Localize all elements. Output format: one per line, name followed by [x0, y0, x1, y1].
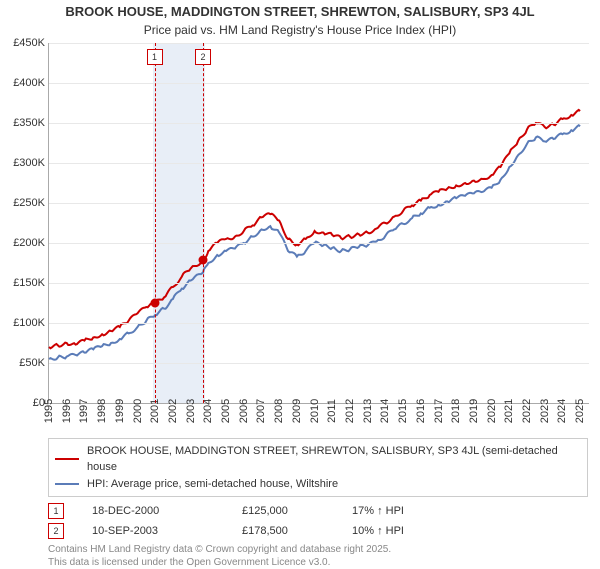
- event-price: £125,000: [242, 505, 352, 517]
- x-axis-label: 1998: [96, 391, 108, 431]
- gridline: [49, 283, 589, 284]
- x-axis-label: 1997: [78, 391, 90, 431]
- x-axis-label: 2022: [521, 391, 533, 431]
- legend-item: HPI: Average price, semi-detached house,…: [55, 476, 581, 493]
- event-marker-label: 1: [147, 49, 163, 65]
- y-axis-label: £250K: [1, 197, 45, 209]
- legend-swatch: [55, 458, 79, 460]
- footer-attribution: Contains HM Land Registry data © Crown c…: [48, 543, 600, 569]
- x-axis-label: 2013: [362, 391, 374, 431]
- gridline: [49, 43, 589, 44]
- y-axis-label: £150K: [1, 277, 45, 289]
- x-axis-label: 2020: [486, 391, 498, 431]
- x-axis-label: 2019: [468, 391, 480, 431]
- y-axis-label: £350K: [1, 117, 45, 129]
- event-hpi: 10% ↑ HPI: [352, 525, 404, 537]
- y-axis-label: £400K: [1, 77, 45, 89]
- x-axis-label: 2024: [556, 391, 568, 431]
- x-axis-label: 2017: [433, 391, 445, 431]
- x-axis-label: 2006: [238, 391, 250, 431]
- x-axis-label: 2025: [574, 391, 586, 431]
- legend-swatch: [55, 483, 79, 485]
- gridline: [49, 323, 589, 324]
- legend-text: BROOK HOUSE, MADDINGTON STREET, SHREWTON…: [87, 443, 581, 476]
- y-axis-label: £100K: [1, 317, 45, 329]
- event-marker-dot: [199, 256, 208, 265]
- chart-subtitle: Price paid vs. HM Land Registry's House …: [0, 23, 600, 37]
- y-axis-label: £200K: [1, 237, 45, 249]
- x-axis-label: 2005: [220, 391, 232, 431]
- event-marker-line: [155, 43, 156, 403]
- chart-lines: [49, 43, 589, 403]
- x-axis-label: 1996: [61, 391, 73, 431]
- y-axis-label: £450K: [1, 37, 45, 49]
- event-row: 1 18-DEC-2000£125,00017% ↑ HPI: [48, 503, 600, 519]
- x-axis-label: 2009: [291, 391, 303, 431]
- x-axis-label: 2015: [397, 391, 409, 431]
- gridline: [49, 83, 589, 84]
- x-axis-label: 2016: [415, 391, 427, 431]
- event-marker-dot: [150, 298, 159, 307]
- x-axis-label: 2004: [202, 391, 214, 431]
- x-axis-label: 2002: [167, 391, 179, 431]
- gridline: [49, 243, 589, 244]
- x-axis-label: 2023: [539, 391, 551, 431]
- x-axis-label: 2021: [503, 391, 515, 431]
- x-axis-label: 2003: [185, 391, 197, 431]
- chart-plot-area: £0£50K£100K£150K£200K£250K£300K£350K£400…: [48, 43, 589, 404]
- event-date: 10-SEP-2003: [92, 525, 242, 537]
- y-axis-label: £300K: [1, 157, 45, 169]
- event-date: 18-DEC-2000: [92, 505, 242, 517]
- legend-box: BROOK HOUSE, MADDINGTON STREET, SHREWTON…: [48, 438, 588, 498]
- series-line-property: [49, 110, 580, 348]
- event-hpi: 17% ↑ HPI: [352, 505, 404, 517]
- x-axis-label: 2010: [309, 391, 321, 431]
- x-axis-label: 2000: [132, 391, 144, 431]
- event-row: 2 10-SEP-2003£178,50010% ↑ HPI: [48, 523, 600, 539]
- x-axis-label: 2007: [255, 391, 267, 431]
- event-marker-line: [203, 43, 204, 403]
- x-axis-label: 2008: [273, 391, 285, 431]
- x-axis-label: 2012: [344, 391, 356, 431]
- gridline: [49, 123, 589, 124]
- footer-line: Contains HM Land Registry data © Crown c…: [48, 543, 600, 556]
- chart-title: BROOK HOUSE, MADDINGTON STREET, SHREWTON…: [0, 4, 600, 21]
- y-axis-label: £50K: [1, 357, 45, 369]
- event-row-marker: 1: [48, 503, 64, 519]
- event-table: 1 18-DEC-2000£125,00017% ↑ HPI 2 10-SEP-200…: [48, 503, 600, 539]
- legend-item: BROOK HOUSE, MADDINGTON STREET, SHREWTON…: [55, 443, 581, 476]
- legend-text: HPI: Average price, semi-detached house,…: [87, 476, 338, 493]
- x-axis-label: 2014: [379, 391, 391, 431]
- x-axis-label: 1999: [114, 391, 126, 431]
- x-axis-label: 1995: [43, 391, 55, 431]
- event-price: £178,500: [242, 525, 352, 537]
- event-marker-label: 2: [195, 49, 211, 65]
- event-row-marker: 2: [48, 523, 64, 539]
- y-axis-label: £0: [1, 397, 45, 409]
- gridline: [49, 363, 589, 364]
- x-axis-label: 2011: [326, 391, 338, 431]
- footer-line: This data is licensed under the Open Gov…: [48, 556, 600, 569]
- gridline: [49, 203, 589, 204]
- x-axis-label: 2018: [450, 391, 462, 431]
- gridline: [49, 163, 589, 164]
